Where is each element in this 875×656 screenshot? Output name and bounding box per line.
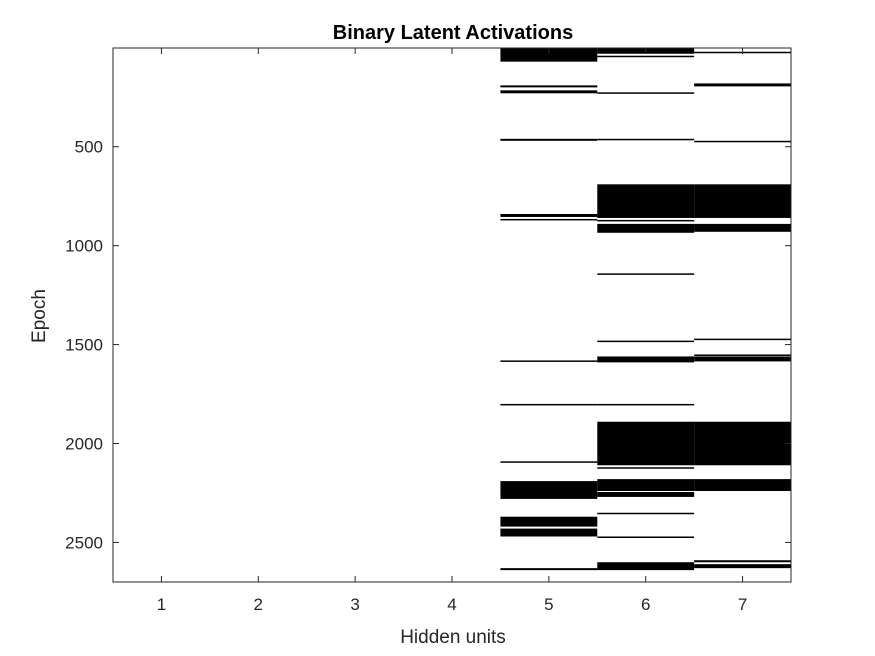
activation-band-unit-7: [694, 184, 791, 218]
activation-band-unit-6: [597, 223, 695, 233]
x-tick-label: 4: [447, 595, 456, 614]
activation-band-unit-5: [500, 48, 598, 62]
activation-band-unit-6: [597, 536, 695, 538]
activation-band-unit-5: [500, 218, 598, 221]
x-tick-label: 6: [641, 595, 650, 614]
activation-band-unit-6: [597, 512, 695, 515]
y-tick-label: 1500: [65, 336, 103, 355]
activation-band-unit-7: [694, 354, 791, 356]
x-tick-label: 5: [544, 595, 553, 614]
activation-band-unit-6: [597, 219, 695, 222]
activation-band-unit-7: [694, 338, 791, 341]
activation-band-unit-6: [597, 403, 695, 406]
activation-band-unit-6: [597, 138, 695, 141]
plot-frame: [112, 47, 792, 583]
activation-band-unit-5: [500, 528, 598, 537]
activation-band-unit-7: [694, 356, 791, 362]
activation-band-unit-5: [500, 568, 598, 571]
plot-area: [113, 48, 791, 582]
y-axis-label: Epoch: [29, 289, 50, 343]
x-tick-label: 3: [350, 595, 359, 614]
x-axis-label: Hidden units: [400, 627, 506, 648]
activation-band-unit-6: [597, 184, 695, 218]
activation-band-unit-5: [500, 138, 598, 141]
activation-band-unit-7: [694, 479, 791, 491]
activation-band-unit-7: [694, 83, 791, 87]
activation-band-unit-6: [597, 562, 695, 571]
x-tick-label: 1: [157, 595, 166, 614]
y-tick-label: 2000: [65, 435, 103, 454]
activation-band-unit-5: [500, 481, 598, 499]
y-tick-label: 500: [75, 138, 103, 157]
activation-band-unit-7: [694, 564, 791, 569]
activation-band-unit-6: [597, 491, 695, 497]
activation-band-unit-6: [597, 467, 695, 469]
activation-band-unit-5: [500, 360, 598, 362]
activation-band-unit-6: [597, 421, 695, 466]
activation-band-unit-7: [694, 223, 791, 232]
plot-background: [113, 48, 791, 582]
x-tick-label: 7: [738, 595, 747, 614]
y-axis-ticks: 500 1000 1500 2000 2500: [65, 138, 791, 552]
activation-band-unit-5: [500, 461, 598, 463]
activation-band-unit-7: [694, 140, 791, 143]
activation-band-unit-7: [694, 421, 791, 466]
activation-band-unit-5: [500, 85, 598, 88]
activation-band-unit-6: [597, 356, 695, 363]
activation-band-unit-6: [597, 340, 695, 343]
chart-title: Binary Latent Activations: [333, 22, 573, 44]
activation-band-unit-7: [694, 560, 791, 563]
activation-band-unit-5: [500, 403, 598, 406]
activation-band-unit-5: [500, 214, 598, 217]
activation-band-unit-5: [500, 90, 598, 94]
y-tick-label: 2500: [65, 533, 103, 552]
x-axis-ticks: 1 2 3 4 5 6 7: [157, 48, 747, 614]
activation-band-unit-6: [597, 479, 695, 491]
activation-band-unit-5: [500, 516, 598, 527]
y-tick-label: 1000: [65, 237, 103, 256]
x-tick-label: 2: [254, 595, 263, 614]
activation-band-unit-6: [597, 273, 695, 275]
activation-band-unit-6: [597, 92, 695, 94]
activation-band-unit-6: [597, 55, 695, 58]
